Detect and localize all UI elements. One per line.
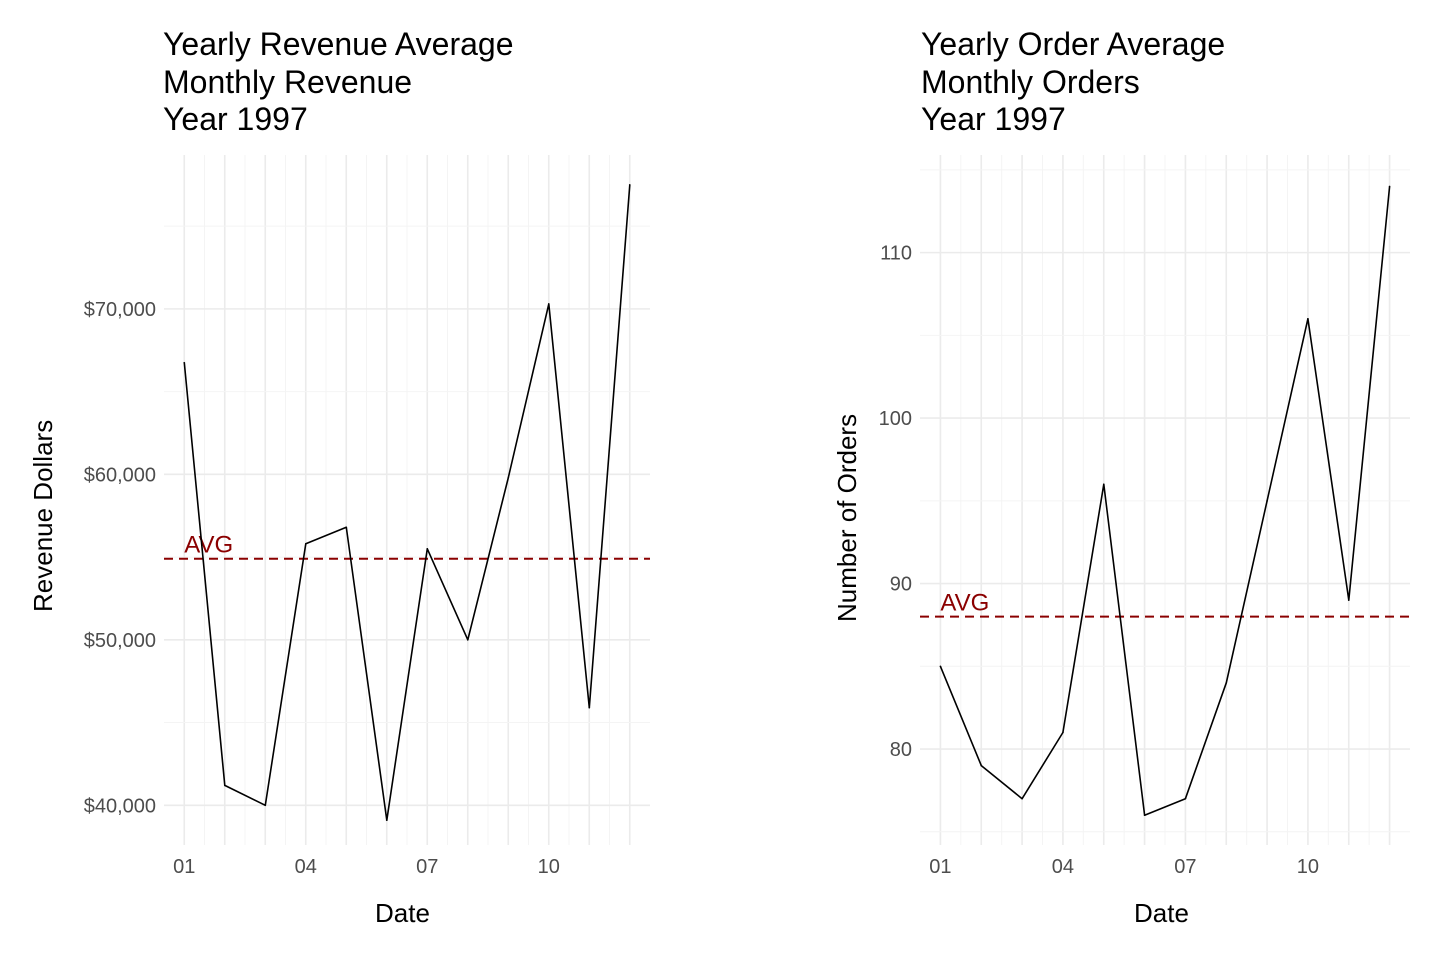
orders-plot: 80 90 100 110 01 04 07 10 AVG xyxy=(879,155,1410,878)
revenue-chart-title: Yearly Revenue Average Monthly Revenue Y… xyxy=(163,26,513,139)
revenue-y-axis-title: Revenue Dollars xyxy=(28,419,58,612)
orders-x-tick-label: 10 xyxy=(1297,856,1319,878)
revenue-data-point xyxy=(304,543,307,545)
revenue-data-point xyxy=(264,804,267,807)
revenue-x-axis-title: Date xyxy=(375,898,430,928)
revenue-data-point xyxy=(588,706,591,709)
revenue-data-point xyxy=(385,819,388,821)
orders-chart-title: Yearly Order Average Monthly Orders Year… xyxy=(921,26,1225,139)
orders-y-tick-label: 90 xyxy=(890,574,912,596)
orders-data-point xyxy=(1062,731,1064,734)
revenue-avg-label: AVG xyxy=(184,532,233,559)
revenue-series-line xyxy=(183,184,631,822)
revenue-y-tick-label: $50,000 xyxy=(84,630,156,652)
revenue-data-point xyxy=(547,303,550,305)
orders-x-axis-title: Date xyxy=(1134,898,1189,928)
orders-y-tick-label: 100 xyxy=(879,408,912,430)
orders-x-tick-label: 04 xyxy=(1052,856,1074,878)
orders-title-line-3: Year 1997 xyxy=(921,101,1066,137)
orders-avg-label: AVG xyxy=(940,590,989,617)
orders-data-point xyxy=(1307,318,1309,320)
revenue-data-point xyxy=(628,183,631,186)
revenue-data-point xyxy=(183,361,186,364)
revenue-title-line-3: Year 1997 xyxy=(163,101,308,137)
orders-chart-panel: Yearly Order Average Monthly Orders Year… xyxy=(720,0,1440,960)
revenue-title-line-1: Yearly Revenue Average xyxy=(163,26,514,62)
revenue-data-point xyxy=(426,548,429,550)
orders-data-point xyxy=(1184,797,1187,800)
orders-data-point xyxy=(1266,500,1268,502)
orders-title-line-1: Yearly Order Average xyxy=(921,26,1226,62)
orders-data-point xyxy=(1102,483,1105,486)
orders-y-axis-title: Number of Orders xyxy=(832,413,862,622)
revenue-y-tick-label: $40,000 xyxy=(84,795,156,817)
revenue-data-point xyxy=(507,476,510,479)
revenue-x-tick-label: 04 xyxy=(295,856,317,878)
orders-data-point xyxy=(1388,185,1391,188)
revenue-data-point xyxy=(466,639,469,641)
orders-x-tick-label: 01 xyxy=(929,856,951,878)
orders-data-point xyxy=(1347,599,1350,601)
revenue-title-line-2: Monthly Revenue xyxy=(163,63,413,100)
orders-data-point xyxy=(1143,814,1146,817)
orders-data-point xyxy=(980,764,983,767)
orders-title-line-2: Monthly Orders xyxy=(921,63,1140,100)
revenue-x-tick-label: 10 xyxy=(538,856,560,878)
revenue-data-point xyxy=(345,526,348,529)
revenue-y-tick-label: $70,000 xyxy=(84,299,156,321)
orders-series-line xyxy=(939,186,1391,817)
orders-data-point xyxy=(1225,682,1228,684)
orders-y-tick-label: 80 xyxy=(890,739,912,761)
revenue-y-tick-label: $60,000 xyxy=(84,464,156,486)
orders-x-tick-label: 07 xyxy=(1174,856,1196,878)
revenue-x-tick-label: 01 xyxy=(173,856,195,878)
orders-data-point xyxy=(939,665,942,668)
revenue-chart-panel: Yearly Revenue Average Monthly Revenue Y… xyxy=(28,26,650,928)
orders-data-point xyxy=(1021,797,1023,800)
revenue-x-tick-label: 07 xyxy=(416,856,438,878)
orders-y-tick-label: 110 xyxy=(880,243,912,265)
revenue-plot: $40,000 $50,000 $60,000 $70,000 01 04 07 10 AVG xyxy=(84,155,650,878)
revenue-data-point xyxy=(223,784,226,787)
